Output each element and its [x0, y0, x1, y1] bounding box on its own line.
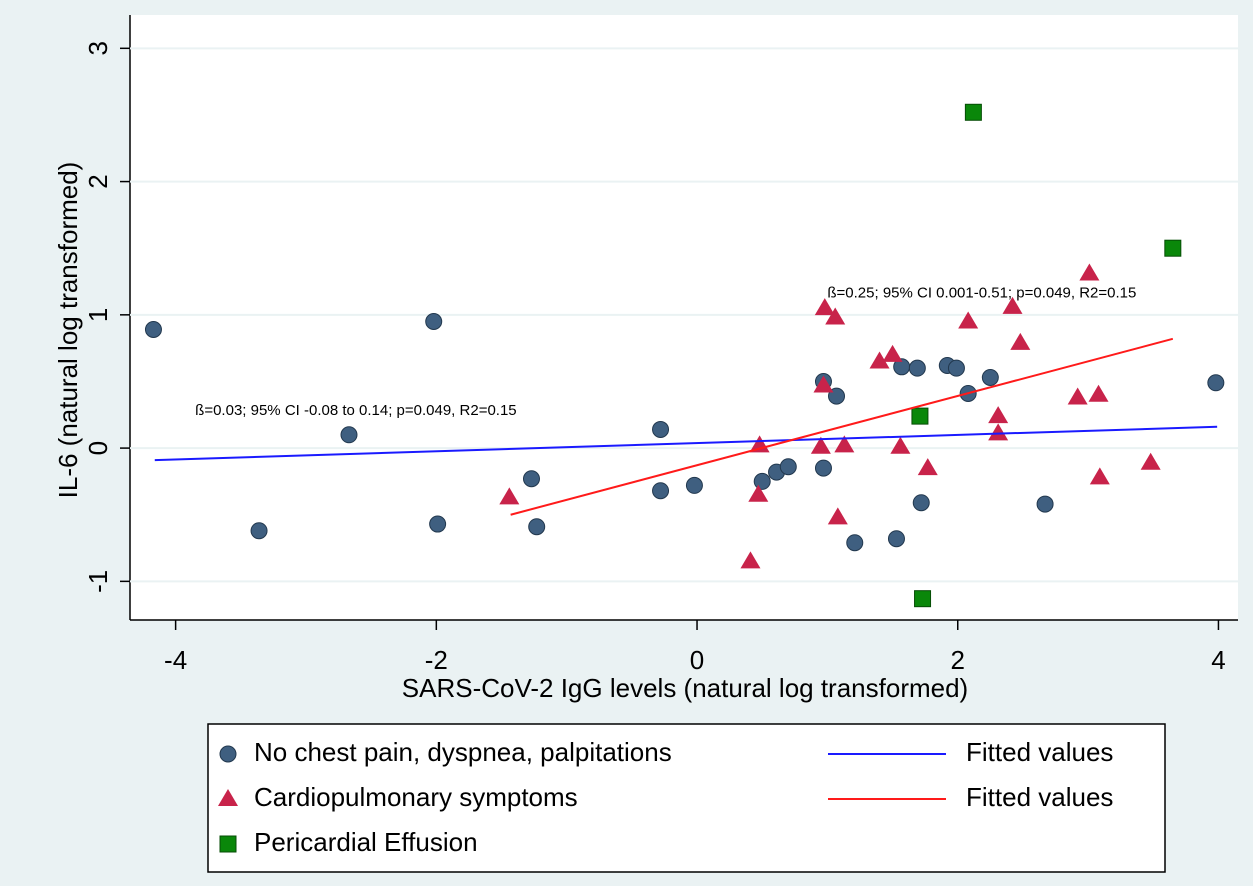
annotation: ß=0.03; 95% CI -0.08 to 0.14; p=0.049, R…	[195, 402, 516, 419]
point	[340, 426, 358, 444]
point	[914, 590, 932, 608]
legend-marker	[218, 789, 238, 806]
y-tick-label: 2	[83, 174, 113, 188]
point	[1140, 452, 1161, 470]
point	[882, 344, 903, 362]
point	[958, 311, 979, 329]
legend-label: Fitted values	[966, 737, 1113, 767]
point	[869, 351, 890, 369]
point	[827, 507, 848, 525]
y-tick-label: -1	[83, 570, 113, 593]
point	[1067, 387, 1088, 405]
point	[947, 359, 965, 377]
point	[887, 530, 905, 548]
legend-marker	[219, 745, 237, 763]
point	[425, 312, 443, 330]
point	[144, 320, 162, 338]
point	[522, 470, 540, 488]
plot-area	[130, 15, 1238, 620]
point	[652, 420, 670, 438]
annotation: ß=0.25; 95% CI 0.001-0.51; p=0.049, R2=0…	[827, 284, 1136, 301]
y-tick-label: 3	[83, 41, 113, 55]
y-tick-label: 0	[83, 441, 113, 455]
point	[912, 494, 930, 512]
point	[1079, 263, 1100, 281]
point	[814, 459, 832, 477]
legend-label: Pericardial Effusion	[254, 827, 478, 857]
point	[911, 407, 929, 425]
legend-label: Fitted values	[966, 782, 1113, 812]
point	[834, 435, 855, 453]
x-tick-label: 4	[1211, 645, 1225, 675]
legend-marker	[219, 835, 237, 853]
point	[748, 484, 769, 502]
point	[1164, 239, 1182, 257]
point	[814, 298, 835, 316]
point	[1036, 495, 1054, 513]
point	[528, 518, 546, 536]
x-tick-label: 2	[951, 645, 965, 675]
legend-label: Cardiopulmonary symptoms	[254, 782, 578, 812]
legend-label: No chest pain, dyspnea, palpitations	[254, 737, 672, 767]
point	[740, 551, 761, 569]
point	[499, 487, 520, 505]
point	[1088, 384, 1109, 402]
point	[981, 368, 999, 386]
point	[779, 458, 797, 476]
point	[810, 436, 831, 454]
point	[685, 476, 703, 494]
point	[429, 515, 447, 533]
y-tick-label: 1	[83, 308, 113, 322]
x-tick-label: 0	[690, 645, 704, 675]
point	[1089, 467, 1110, 485]
point	[250, 522, 268, 540]
point	[813, 375, 834, 393]
point	[825, 307, 846, 325]
point	[846, 534, 864, 552]
point	[917, 458, 938, 476]
legend	[207, 723, 1166, 873]
point	[988, 423, 1009, 441]
fitted-line	[154, 425, 1218, 462]
point	[890, 436, 911, 454]
point	[753, 472, 771, 490]
point	[652, 482, 670, 500]
point	[908, 359, 926, 377]
point	[1010, 332, 1031, 350]
point	[1207, 374, 1225, 392]
point	[1002, 296, 1023, 314]
x-tick-label: -4	[164, 645, 187, 675]
fitted-line	[510, 337, 1174, 516]
y-axis-label: IL-6 (natural log transformed)	[53, 162, 83, 499]
point	[964, 103, 982, 121]
x-tick-label: -2	[425, 645, 448, 675]
point	[988, 406, 1009, 424]
x-axis-label: SARS-CoV-2 IgG levels (natural log trans…	[402, 673, 968, 703]
